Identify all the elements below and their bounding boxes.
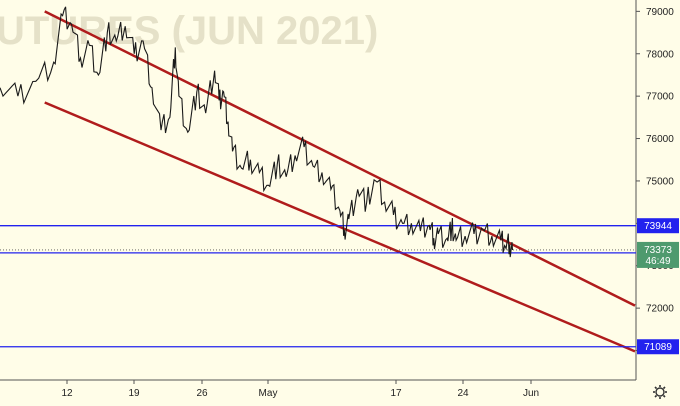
level-badge-73944 — [637, 218, 679, 234]
level-badge-label: 73944 — [644, 221, 672, 232]
chart-watermark: UTURES (JUN 2021) — [0, 9, 378, 53]
channel-line-lower — [44, 101, 636, 353]
x-tick-label: 24 — [457, 388, 469, 399]
x-tick-label: 12 — [61, 388, 73, 399]
last-price-label: 73373 — [644, 245, 672, 256]
x-tick-label: 17 — [390, 388, 402, 399]
price-series-line — [0, 6, 514, 258]
level-badge-71089 — [637, 339, 679, 355]
gear-icon[interactable] — [653, 385, 667, 399]
y-tick-label: 79000 — [646, 7, 674, 18]
x-tick-label: 19 — [128, 388, 140, 399]
x-tick-label: 26 — [196, 388, 208, 399]
candle-countdown-label: 46:49 — [645, 256, 670, 267]
x-tick-label: May — [259, 388, 278, 399]
level-badge-label: 71089 — [644, 342, 672, 353]
x-tick-label: Jun — [523, 388, 539, 399]
y-tick-label: 75000 — [646, 176, 674, 187]
y-tick-label: 72000 — [646, 304, 674, 315]
y-tick-label: 78000 — [646, 49, 674, 60]
last-price-badge — [637, 241, 679, 268]
y-tick-label: 76000 — [646, 134, 674, 145]
channel-line-upper — [44, 10, 636, 307]
y-tick-label: 77000 — [646, 92, 674, 103]
